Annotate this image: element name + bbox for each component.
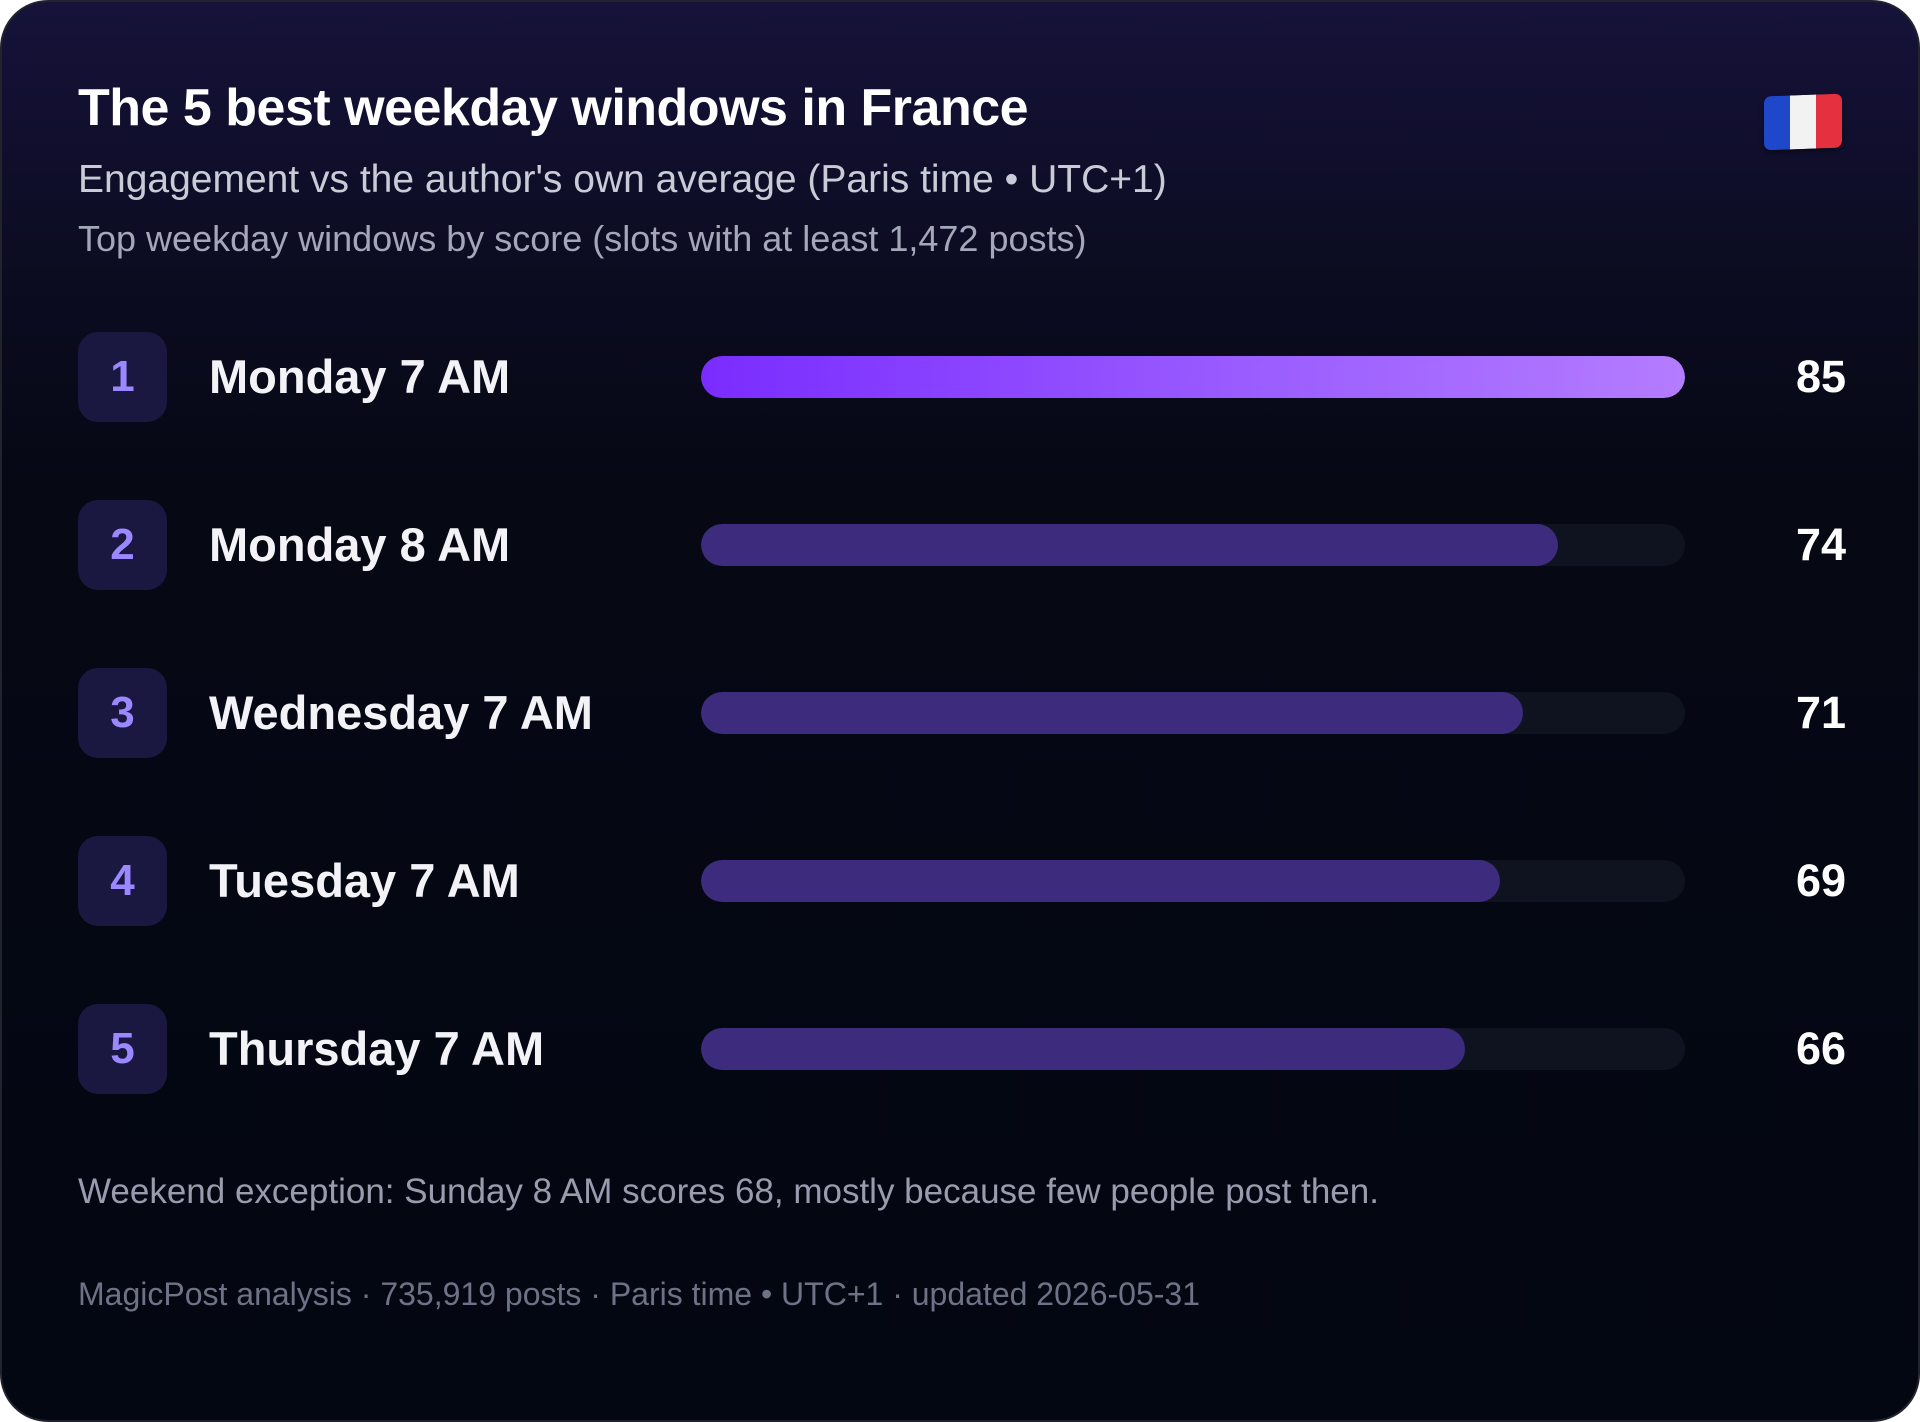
bar-value: 69 (1795, 855, 1846, 906)
rank-badge: 1 (78, 332, 167, 422)
bar-label: Tuesday 7 AM (209, 854, 520, 907)
bar-track (701, 524, 1685, 566)
bar-label: Wednesday 7 AM (209, 686, 593, 739)
rank-badge: 4 (78, 836, 167, 926)
weekend-note: Weekend exception: Sunday 8 AM scores 68… (78, 1172, 1379, 1211)
bar-value: 71 (1795, 687, 1846, 738)
rank-badge: 3 (78, 668, 167, 758)
footer-source: MagicPost analysis · 735,919 posts · Par… (78, 1276, 1200, 1312)
bar-fill (701, 524, 1558, 566)
bar-value: 66 (1795, 1023, 1846, 1074)
bar-value: 74 (1795, 519, 1846, 570)
bar-track (701, 860, 1685, 902)
bar-label: Monday 7 AM (209, 350, 511, 403)
table-row: 5 Thursday 7 AM 66 (2, 1004, 1918, 1094)
bar-fill (701, 860, 1500, 902)
bar-label: Thursday 7 AM (209, 1022, 545, 1075)
bar-track (701, 692, 1685, 734)
bar-fill (701, 356, 1685, 398)
table-row: 4 Tuesday 7 AM 69 (2, 836, 1918, 926)
chart-title: The 5 best weekday windows in France (78, 79, 1029, 137)
rank-badge: 5 (78, 1004, 167, 1094)
table-row: 1 Monday 7 AM 85 (2, 332, 1918, 422)
bar-track (701, 356, 1685, 398)
rank-badge: 2 (78, 500, 167, 590)
table-row: 2 Monday 8 AM 74 (2, 500, 1918, 590)
bar-fill (701, 692, 1523, 734)
bar-value: 85 (1795, 351, 1846, 402)
chart-subtitle: Engagement vs the author's own average (… (78, 158, 1167, 201)
bar-fill (701, 1028, 1465, 1070)
chart-subnote: Top weekday windows by score (slots with… (78, 218, 1087, 259)
table-row: 3 Wednesday 7 AM 71 (2, 668, 1918, 758)
bar-track (701, 1028, 1685, 1070)
bar-label: Monday 8 AM (209, 518, 511, 571)
